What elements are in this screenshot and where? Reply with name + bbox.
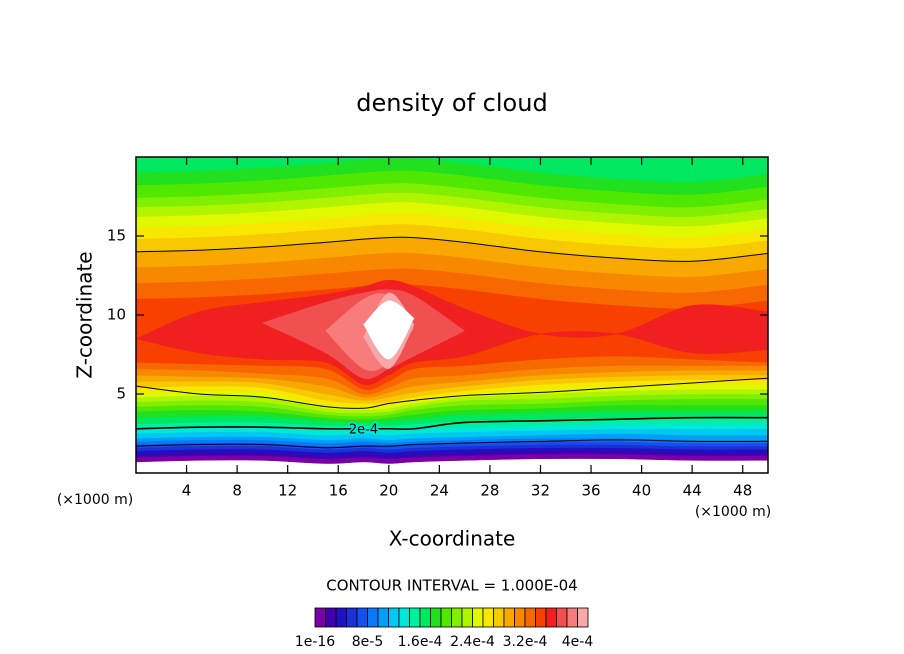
colorbar-box xyxy=(566,607,578,628)
colorbar-box xyxy=(503,607,515,628)
x-tick-label: 20 xyxy=(379,482,398,500)
colorbar-box xyxy=(325,607,337,628)
x-tick-label: 48 xyxy=(733,482,752,500)
colorbar-box xyxy=(577,607,589,628)
colorbar-box xyxy=(346,607,358,628)
x-tick-label: 16 xyxy=(329,482,348,500)
x-tick-label: 28 xyxy=(480,482,499,500)
contour-line xyxy=(136,439,768,449)
filled-contour xyxy=(363,300,415,360)
colorbar-box xyxy=(545,607,557,628)
plot-area: 2e-4 xyxy=(136,157,768,473)
y-tick-label: 5 xyxy=(116,385,126,403)
colorbar-box xyxy=(388,607,400,628)
y-unit-label: (×1000 m) xyxy=(57,492,133,508)
colorbar-box xyxy=(377,607,389,628)
colorbar-box xyxy=(524,607,536,628)
colorbar-box xyxy=(356,607,368,628)
colorbar-box xyxy=(314,607,326,628)
colorbar-box xyxy=(482,607,494,628)
x-tick-label: 12 xyxy=(278,482,297,500)
colorbar-box xyxy=(335,607,347,628)
x-tick-label: 8 xyxy=(232,482,242,500)
colorbar-label: 1e-16 xyxy=(295,634,335,650)
colorbar-box xyxy=(493,607,505,628)
colorbar-box xyxy=(419,607,431,628)
colorbar-box xyxy=(472,607,484,628)
x-tick-label: 44 xyxy=(683,482,702,500)
colorbar-label: 1.6e-4 xyxy=(398,634,443,650)
colorbar-box xyxy=(461,607,473,628)
y-tick-label: 15 xyxy=(107,227,126,245)
y-tick-label: 10 xyxy=(107,306,126,324)
colorbar-label: 8e-5 xyxy=(352,634,383,650)
colorbar-label: 2.4e-4 xyxy=(450,634,495,650)
contour-label: 2e-4 xyxy=(349,422,378,437)
contour-interval: CONTOUR INTERVAL = 1.000E-04 xyxy=(326,577,577,595)
x-tick-label: 24 xyxy=(430,482,449,500)
chart-title: density of cloud xyxy=(356,89,547,117)
colorbar-box xyxy=(367,607,379,628)
colorbar-box xyxy=(535,607,547,628)
colorbar-box xyxy=(409,607,421,628)
colorbar-box xyxy=(451,607,463,628)
colorbar-box xyxy=(514,607,526,628)
y-axis-label: Z-coordinate xyxy=(73,251,97,378)
contour-line xyxy=(136,236,768,262)
x-tick-label: 4 xyxy=(182,482,192,500)
x-axis-label: X-coordinate xyxy=(389,527,516,551)
colorbar-box xyxy=(430,607,442,628)
x-tick-label: 36 xyxy=(581,482,600,500)
contour-line xyxy=(136,416,768,431)
x-tick-label: 32 xyxy=(531,482,550,500)
colorbar-box xyxy=(440,607,452,628)
colorbar-box xyxy=(556,607,568,628)
colorbar-label: 4e-4 xyxy=(562,634,594,650)
colorbar-label: 3.2e-4 xyxy=(503,634,548,650)
x-unit-label: (×1000 m) xyxy=(695,504,771,520)
contour-line xyxy=(136,377,768,409)
colorbar-box xyxy=(398,607,410,628)
x-tick-label: 40 xyxy=(632,482,651,500)
